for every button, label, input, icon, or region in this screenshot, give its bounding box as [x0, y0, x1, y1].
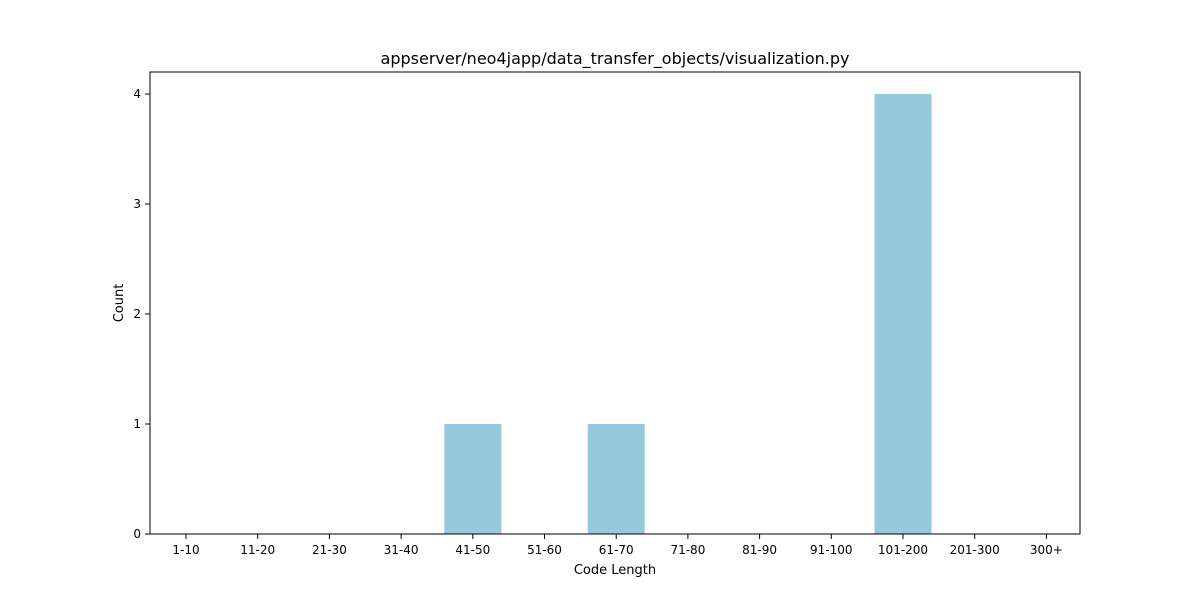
x-tick-label: 101-200 [878, 543, 928, 557]
x-tick-label: 81-90 [742, 543, 777, 557]
x-tick-label: 51-60 [527, 543, 562, 557]
x-axis: 1-10 11-20 21-30 31-40 41-50 51-60 61-70 71-80 8… [172, 534, 1063, 557]
x-tick-label: 91-100 [810, 543, 853, 557]
chart-title: appserver/neo4japp/data_transfer_objects… [381, 49, 850, 69]
y-axis-label: Count [112, 284, 127, 323]
x-tick-label: 201-300 [950, 543, 1000, 557]
x-tick-label: 1-10 [172, 543, 199, 557]
y-tick-label: 2 [133, 307, 141, 321]
x-tick-label: 300+ [1030, 543, 1063, 557]
x-tick-label: 11-20 [240, 543, 275, 557]
y-tick-label: 0 [133, 527, 141, 541]
y-tick-label: 1 [133, 417, 141, 431]
x-tick-label: 41-50 [455, 543, 490, 557]
x-tick-label: 31-40 [384, 543, 419, 557]
bar-61-70 [587, 424, 645, 534]
y-axis: 0 1 2 3 4 [133, 87, 150, 541]
x-tick-label: 71-80 [670, 543, 705, 557]
y-tick-label: 3 [133, 197, 141, 211]
x-axis-label: Code Length [574, 563, 656, 578]
x-tick-label: 61-70 [599, 543, 634, 557]
y-tick-label: 4 [133, 87, 141, 101]
bars-group [444, 94, 932, 534]
bar-101-200 [874, 94, 932, 534]
plot-frame [149, 71, 1081, 535]
bar-41-50 [444, 424, 502, 534]
x-tick-label: 21-30 [312, 543, 347, 557]
